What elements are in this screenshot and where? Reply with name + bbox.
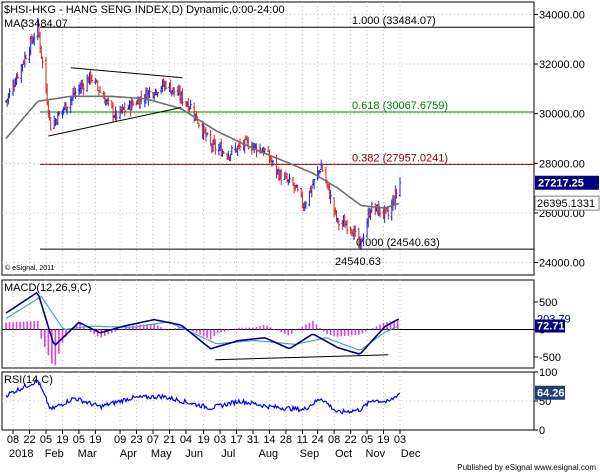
signal-value-label: 72.71 bbox=[537, 321, 565, 333]
x-day-label: 17 bbox=[230, 434, 242, 446]
x-day-label: 03 bbox=[214, 434, 226, 446]
x-day-label: 03 bbox=[394, 434, 406, 446]
x-day-label: 05 bbox=[73, 434, 85, 446]
triangle-upper-line bbox=[70, 67, 183, 79]
macd-divergence-line bbox=[215, 354, 389, 361]
x-day-label: 21 bbox=[163, 434, 175, 446]
x-month-label: Jul bbox=[221, 448, 235, 460]
x-day-label: 22 bbox=[344, 434, 356, 446]
footer-credit: Published by eSignal www.esignal.com bbox=[457, 463, 596, 472]
x-day-label: 24 bbox=[312, 434, 324, 446]
x-month-label: Nov bbox=[366, 448, 386, 460]
x-day-label: 05 bbox=[40, 434, 52, 446]
macd-histogram bbox=[5, 320, 399, 366]
x-month-label: Feb bbox=[45, 448, 64, 460]
x-day-label: 09 bbox=[114, 434, 126, 446]
x-day-label: 04 bbox=[180, 434, 192, 446]
x-month-label: Aug bbox=[258, 448, 278, 460]
ma-value-label: 26395.1331 bbox=[537, 198, 595, 210]
x-day-label: 08 bbox=[7, 434, 19, 446]
x-day-label: 22 bbox=[23, 434, 35, 446]
last-price-label: 27217.25 bbox=[538, 178, 584, 190]
x-month-label: Jun bbox=[185, 448, 203, 460]
x-month-label: May bbox=[151, 448, 172, 460]
price-tick-label: 32000.00 bbox=[539, 59, 585, 71]
x-month-label: Mar bbox=[78, 448, 97, 460]
price-tick-label: 28000.00 bbox=[539, 158, 585, 170]
ma-value-box bbox=[534, 195, 600, 211]
ma-header-value: 33484.07 bbox=[22, 18, 68, 30]
macd-label: MACD(12,26,9,C) bbox=[4, 282, 91, 294]
x-month-label: Dec bbox=[401, 448, 421, 460]
x-month-label: Apr bbox=[120, 448, 137, 460]
rsi-tick-label: 0 bbox=[539, 425, 545, 437]
x-day-label: 05 bbox=[361, 434, 373, 446]
x-day-label: 07 bbox=[147, 434, 159, 446]
low-label: 24540.63 bbox=[335, 256, 381, 268]
price-panel bbox=[1, 1, 535, 276]
ma-line bbox=[5, 95, 400, 209]
x-day-label: 28 bbox=[280, 434, 292, 446]
x-day-label: 23 bbox=[130, 434, 142, 446]
price-tick-label: 30000.00 bbox=[539, 109, 585, 121]
x-day-label: 19 bbox=[377, 434, 389, 446]
macd-tick-label: -500 bbox=[539, 352, 561, 364]
fib-level-label: 0.618 (30067.6759) bbox=[352, 100, 448, 112]
rsi-value-label: 64.26 bbox=[537, 388, 565, 400]
signal-value-box bbox=[535, 319, 565, 333]
last-price-box bbox=[535, 175, 599, 190]
x-month-label: Oct bbox=[335, 448, 352, 460]
rsi-line bbox=[5, 379, 401, 415]
macd-panel bbox=[1, 279, 535, 369]
rsi-tick-label: 100 bbox=[539, 367, 557, 379]
fib-level-label: 0.382 (27957.0241) bbox=[352, 152, 448, 164]
fib-level-label: 0.000 (24540.63) bbox=[356, 237, 440, 249]
x-day-label: 19 bbox=[56, 434, 68, 446]
price-tick-label: 34000.00 bbox=[539, 9, 585, 21]
ma-label: MA( bbox=[4, 18, 25, 30]
x-month-label: 2018 bbox=[9, 448, 33, 460]
x-day-label: 11 bbox=[297, 434, 308, 446]
triangle-lower-line bbox=[48, 106, 182, 137]
x-day-label: 14 bbox=[263, 434, 275, 446]
price-tick-label: 26000.00 bbox=[539, 208, 585, 220]
x-day-label: 31 bbox=[247, 434, 259, 446]
x-day-label: 19 bbox=[89, 434, 101, 446]
macd-line bbox=[5, 291, 400, 355]
x-day-label: 19 bbox=[197, 434, 209, 446]
rsi-label: RSI(14,C) bbox=[4, 374, 53, 386]
chart-title: $HSI-HKG - HANG SENG INDEX,D) Dynamic,0:… bbox=[4, 4, 285, 16]
macd-tick-label: 500 bbox=[539, 297, 557, 309]
rsi-value-box bbox=[535, 385, 565, 400]
price-tick-label: 24000.00 bbox=[539, 258, 585, 270]
x-day-label: 08 bbox=[328, 434, 340, 446]
x-month-label: Sep bbox=[300, 448, 320, 460]
fib-level-label: 1.000 (33484.07) bbox=[352, 15, 436, 27]
copyright: © eSignal, 2011 bbox=[5, 264, 55, 272]
